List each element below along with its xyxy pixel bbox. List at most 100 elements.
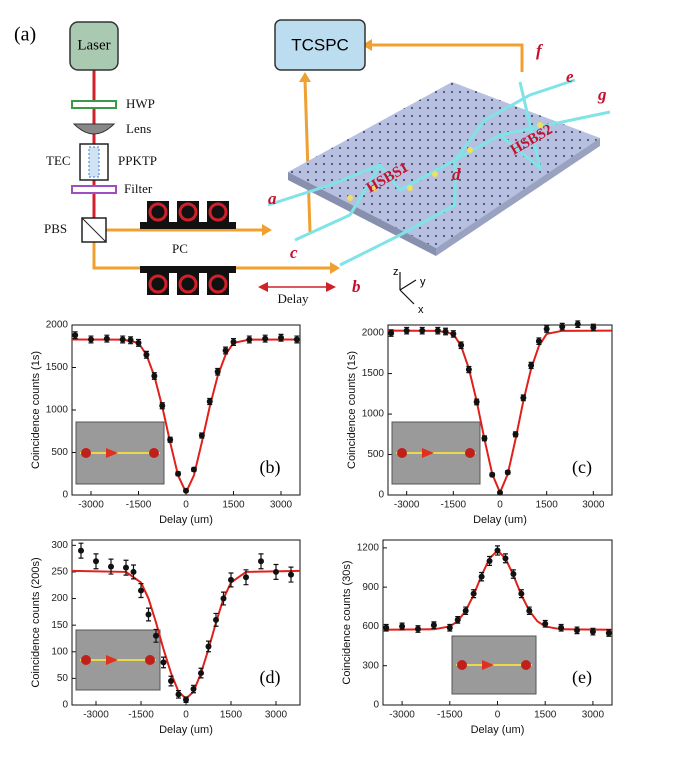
y-axis-label: Coincidence counts (1s) (30, 351, 42, 469)
data-point (258, 558, 264, 565)
port-label: g (597, 85, 607, 104)
port-label: b (352, 277, 361, 296)
y-tick-label: 200 (51, 593, 68, 604)
arrow (330, 262, 340, 274)
pc-ring (208, 202, 228, 222)
data-point (135, 339, 142, 346)
x-tick-label: 1500 (536, 500, 559, 511)
data-point (465, 366, 472, 373)
data-point (72, 332, 79, 339)
pc-ring (178, 202, 198, 222)
y-tick-label: 600 (362, 621, 379, 632)
pc-ring (148, 274, 168, 294)
charts: -3000 -1500 0 1500 30000500100015002000Delay… (30, 320, 613, 736)
data-point (383, 624, 390, 631)
x-tick-label: -1500 (128, 710, 154, 721)
panel-label: (e) (572, 667, 592, 688)
data-point (403, 327, 410, 334)
filter-label: Filter (124, 181, 153, 196)
data-point (160, 659, 167, 666)
data-point (590, 324, 597, 331)
data-point (494, 547, 501, 554)
pbs-label: PBS (44, 221, 67, 236)
data-point (214, 368, 221, 375)
data-point (123, 564, 129, 571)
data-point (430, 622, 437, 629)
x-tick-label: 0 (183, 500, 189, 511)
inset-photon (145, 655, 155, 665)
beam (303, 79, 312, 233)
data-point (175, 470, 182, 477)
panel-label: (c) (572, 457, 592, 478)
data-point (168, 678, 174, 685)
beam (370, 43, 524, 72)
data-point (512, 431, 519, 438)
data-point (288, 571, 294, 578)
inset-arrow (422, 448, 434, 458)
data-point (190, 686, 197, 693)
data-point (497, 489, 503, 496)
inset-arrow (106, 655, 118, 665)
x-tick-label: -1500 (441, 500, 467, 511)
data-point (138, 587, 144, 594)
data-point (278, 334, 284, 341)
x-tick-label: -3000 (394, 500, 420, 511)
y-tick-label: 150 (51, 620, 68, 631)
port-label: e (566, 67, 574, 86)
data-point (470, 590, 477, 597)
data-point (78, 547, 84, 554)
data-point (454, 616, 461, 623)
x-tick-label: -1500 (437, 710, 463, 721)
x-tick-label: 0 (495, 710, 501, 721)
x-tick-label: 0 (183, 710, 189, 721)
data-point (127, 337, 134, 344)
laser-box (69, 21, 119, 71)
y-tick-label: 0 (373, 700, 379, 711)
axis-x: x (418, 304, 424, 316)
pc-label: PC (172, 241, 188, 256)
x-tick-label: -1500 (126, 500, 152, 511)
y-tick-label: 250 (51, 567, 68, 578)
y-tick-label: 1500 (46, 362, 69, 373)
x-tick-label: -3000 (78, 500, 104, 511)
waveguides (267, 78, 611, 267)
axis-z: z (393, 266, 399, 278)
chip-edge (436, 138, 600, 256)
data-point (486, 557, 493, 564)
fit-line (382, 549, 613, 631)
ppktp (88, 146, 100, 178)
data-point (518, 590, 525, 597)
inset-photon (149, 448, 159, 458)
x-tick-label: 1500 (222, 500, 245, 511)
pbs-diagonal (81, 217, 107, 243)
x-tick-label: 1500 (534, 710, 557, 721)
inset-arrow (482, 660, 494, 670)
y-tick-label: 0 (62, 490, 68, 501)
pc-bar (140, 266, 236, 273)
data-point (198, 670, 204, 677)
data-point (246, 336, 253, 343)
y-tick-label: 2000 (46, 320, 69, 331)
arrow (258, 282, 268, 292)
port-label: f (536, 41, 544, 60)
axis-y: y (420, 276, 426, 288)
y-tick-label: 50 (57, 673, 69, 684)
data-point (419, 327, 426, 334)
data-point (130, 568, 137, 575)
data-point (262, 335, 269, 342)
lens-label: Lens (126, 121, 151, 136)
data-point (151, 373, 158, 379)
y-tick-label: 1500 (362, 368, 385, 379)
y-axis-label: Coincidence counts (200s) (30, 557, 42, 687)
data-point (183, 696, 189, 703)
data-point (589, 628, 596, 635)
inset-photon (457, 660, 467, 670)
data-point (143, 351, 150, 358)
data-point (145, 611, 152, 618)
data-point (504, 469, 511, 476)
y-tick-label: 900 (362, 582, 379, 593)
data-point (190, 466, 197, 473)
x-tick-label: 0 (497, 500, 503, 511)
data-point (478, 573, 485, 580)
